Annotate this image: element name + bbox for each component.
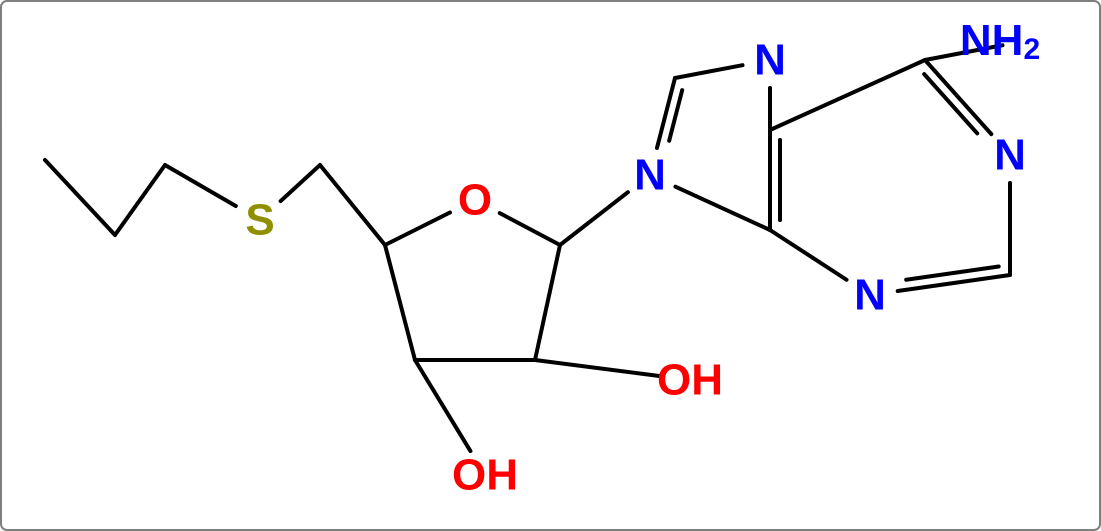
atom-S: S [245,196,274,245]
atom-OH3p: OH [452,451,518,500]
molecule-diagram: NNH2NNNOOHOHS [0,0,1101,531]
atom-N_top: N [754,36,786,85]
atom-N_right: N [994,131,1026,180]
canvas-border [1,1,1100,530]
atom-OH2p: OH [657,356,723,405]
atom-N_five: N [634,151,666,200]
atom-O_ring: O [458,176,492,225]
atom-N_low: N [854,271,886,320]
